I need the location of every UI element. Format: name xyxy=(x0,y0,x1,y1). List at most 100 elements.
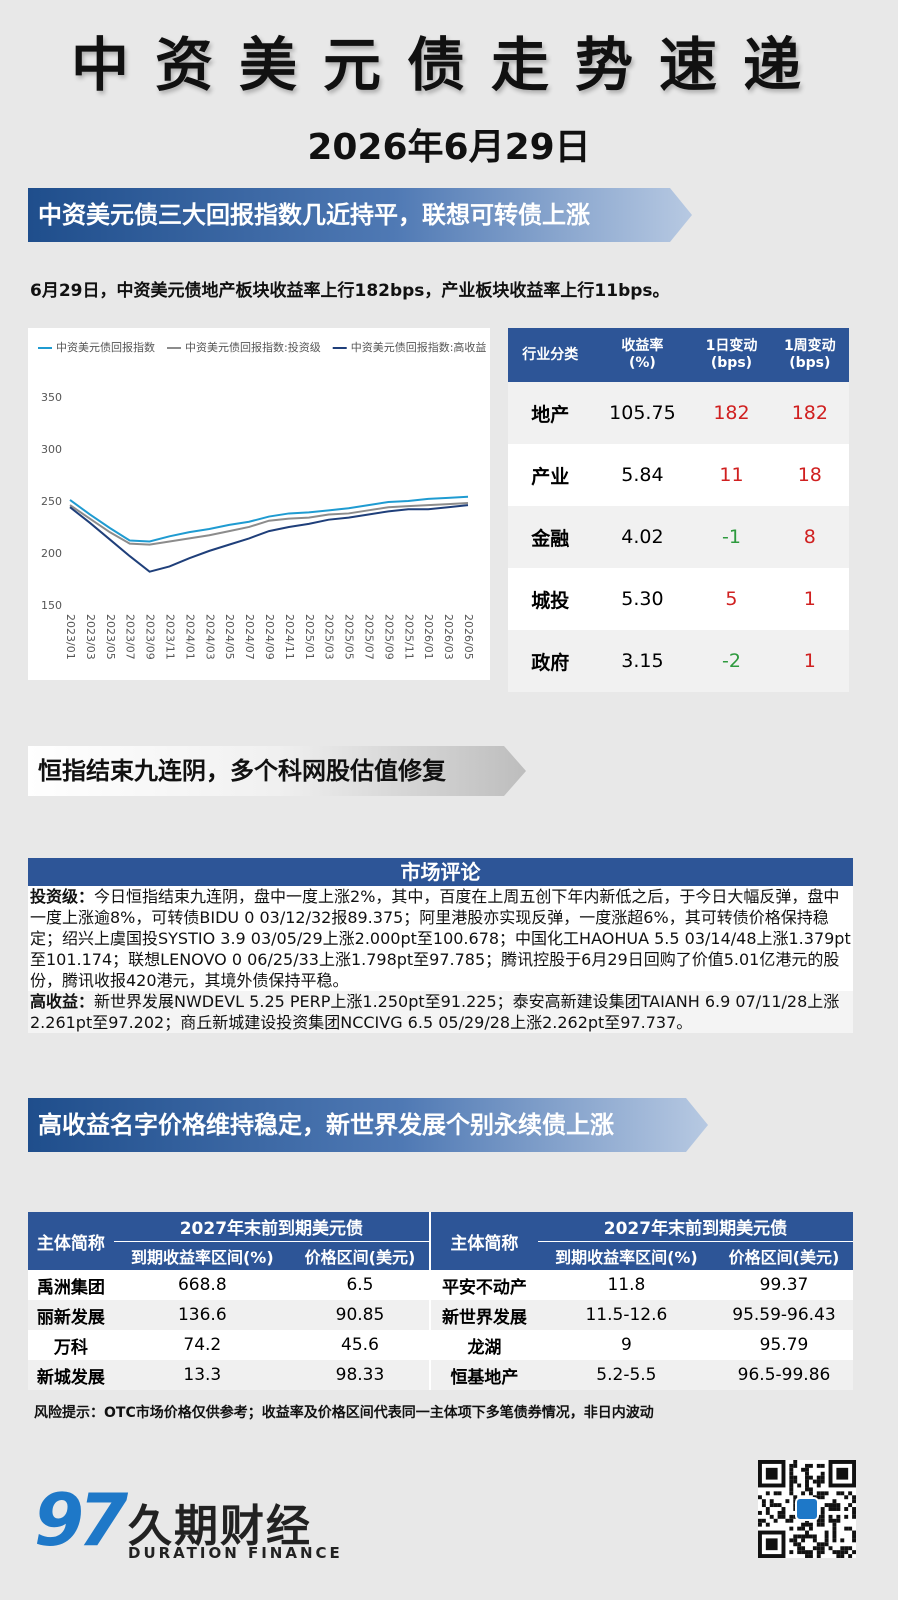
qr-module xyxy=(812,1538,817,1543)
qr-module xyxy=(797,1550,802,1555)
cell: 恒基地产 xyxy=(429,1360,538,1390)
chart: 150 200 250 300 350 2023/01 2023/03 2023/05 2023… xyxy=(38,340,486,660)
qr-module xyxy=(816,1463,821,1468)
qr-module xyxy=(789,1471,794,1476)
qr-module xyxy=(836,1554,841,1558)
qr-module xyxy=(805,1534,809,1539)
qr-module xyxy=(840,1538,845,1543)
qr-module xyxy=(832,1503,837,1508)
commentary: 市场评论 投资级：今日恒指结束九连阴，盘中一度上涨2%，其中，百度在上周五创下年… xyxy=(28,858,853,1033)
cell: 90.85 xyxy=(290,1300,431,1330)
qr-module xyxy=(789,1518,794,1523)
qr-module xyxy=(848,1554,853,1558)
cell: 96.5-99.86 xyxy=(715,1360,853,1390)
qr-module xyxy=(793,1534,798,1539)
qr-module xyxy=(793,1542,798,1547)
qr-module xyxy=(844,1507,849,1511)
qr-module xyxy=(816,1546,821,1551)
cell: 668.8 xyxy=(113,1270,291,1300)
y-tick-label: 250 xyxy=(41,495,62,508)
qr-module xyxy=(773,1518,778,1523)
qr-module xyxy=(832,1538,837,1543)
qr-module xyxy=(820,1546,825,1551)
qr-module xyxy=(781,1510,786,1515)
x-tick-label: 2024/01 xyxy=(183,614,196,660)
qr-module xyxy=(820,1463,825,1468)
x-tick-label: 2024/11 xyxy=(283,614,296,660)
x-tick-label: 2024/09 xyxy=(263,614,276,660)
row: 金融 4.02 -1 8 xyxy=(508,506,849,568)
row: 产业 5.84 11 18 xyxy=(508,444,849,506)
qr-module xyxy=(820,1514,825,1519)
qr-module xyxy=(808,1534,813,1539)
column-header: 行业分类 xyxy=(508,328,593,382)
qr-module xyxy=(805,1471,809,1476)
qr-module xyxy=(824,1503,829,1508)
row: 地产 105.75 182 182 xyxy=(508,382,849,444)
section-heading: 中资美元债三大回报指数几近持平，联想可转债上涨 xyxy=(28,188,692,242)
cell: 74.2 xyxy=(113,1330,291,1360)
qr-module xyxy=(797,1526,802,1531)
qr-module xyxy=(832,1499,837,1504)
cell: -1 xyxy=(692,506,771,568)
x-tick-label: 2023/03 xyxy=(84,614,97,660)
x-tick-label: 2024/03 xyxy=(203,614,216,660)
legend-label: 中资美元债回报指数 xyxy=(56,340,155,354)
qr-module xyxy=(852,1514,856,1519)
qr-module xyxy=(836,1550,841,1555)
cell: 11 xyxy=(692,444,771,506)
qr-module xyxy=(805,1479,809,1484)
qr-module xyxy=(820,1550,825,1555)
qr-center xyxy=(795,1497,819,1521)
x-tick-label: 2023/05 xyxy=(104,614,117,660)
cell: 95.79 xyxy=(715,1330,853,1360)
row: 政府 3.15 -2 1 xyxy=(508,630,849,692)
cell: 98.33 xyxy=(290,1360,431,1390)
commentary-label: 投资级： xyxy=(30,887,95,906)
series-line xyxy=(69,502,469,546)
cell: 11.8 xyxy=(537,1270,715,1300)
qr-module xyxy=(765,1491,770,1496)
section-heading: 恒指结束九连阴，多个科网股估值修复 xyxy=(28,746,526,796)
qr-module xyxy=(820,1510,825,1515)
x-tick-label: 2025/11 xyxy=(402,614,415,660)
qr-module xyxy=(805,1483,809,1488)
qr-module xyxy=(805,1550,809,1555)
y-tick-label: 200 xyxy=(41,547,62,560)
qr-module xyxy=(789,1491,794,1496)
column-header: 1日变动 (bps) xyxy=(692,328,771,382)
qr-module xyxy=(777,1491,782,1496)
cell: 1 xyxy=(770,630,849,692)
x-tick-label: 2023/11 xyxy=(164,614,177,660)
qr-module xyxy=(797,1534,802,1539)
qr-module xyxy=(777,1503,782,1508)
qr-module xyxy=(832,1507,837,1511)
qr-module xyxy=(848,1503,853,1508)
summary: 6月29日，中资美元债地产板块收益率上行182bps，产业板块收益率上行11bp… xyxy=(30,281,670,301)
commentary-paragraph: 高收益：新世界发展NWDEVL 5.25 PERP上涨1.250pt至91.22… xyxy=(28,991,853,1033)
qr-module xyxy=(785,1499,790,1504)
cell: 136.6 xyxy=(113,1300,291,1330)
cell: 11.5-12.6 xyxy=(537,1300,715,1330)
qr-module xyxy=(852,1550,856,1555)
qr-module xyxy=(789,1475,794,1480)
qr-module xyxy=(805,1467,809,1472)
qr-module xyxy=(832,1518,837,1523)
cell: 5 xyxy=(692,568,771,630)
cell: 5.30 xyxy=(592,568,693,630)
qr-module xyxy=(801,1467,806,1472)
cell: 万科 xyxy=(28,1330,114,1360)
qr-module xyxy=(828,1507,833,1511)
qr-module xyxy=(832,1534,837,1539)
qr-module xyxy=(852,1530,856,1535)
qr-module xyxy=(848,1491,853,1496)
qr-module xyxy=(758,1495,762,1500)
qr-module xyxy=(789,1487,794,1492)
qr-module xyxy=(769,1503,774,1508)
qr-module xyxy=(765,1507,770,1511)
y-tick-label: 350 xyxy=(41,391,62,404)
qr-module xyxy=(840,1554,845,1558)
qr-module xyxy=(812,1534,817,1539)
qr-module xyxy=(816,1491,821,1496)
cell: 95.59-96.43 xyxy=(715,1300,853,1330)
